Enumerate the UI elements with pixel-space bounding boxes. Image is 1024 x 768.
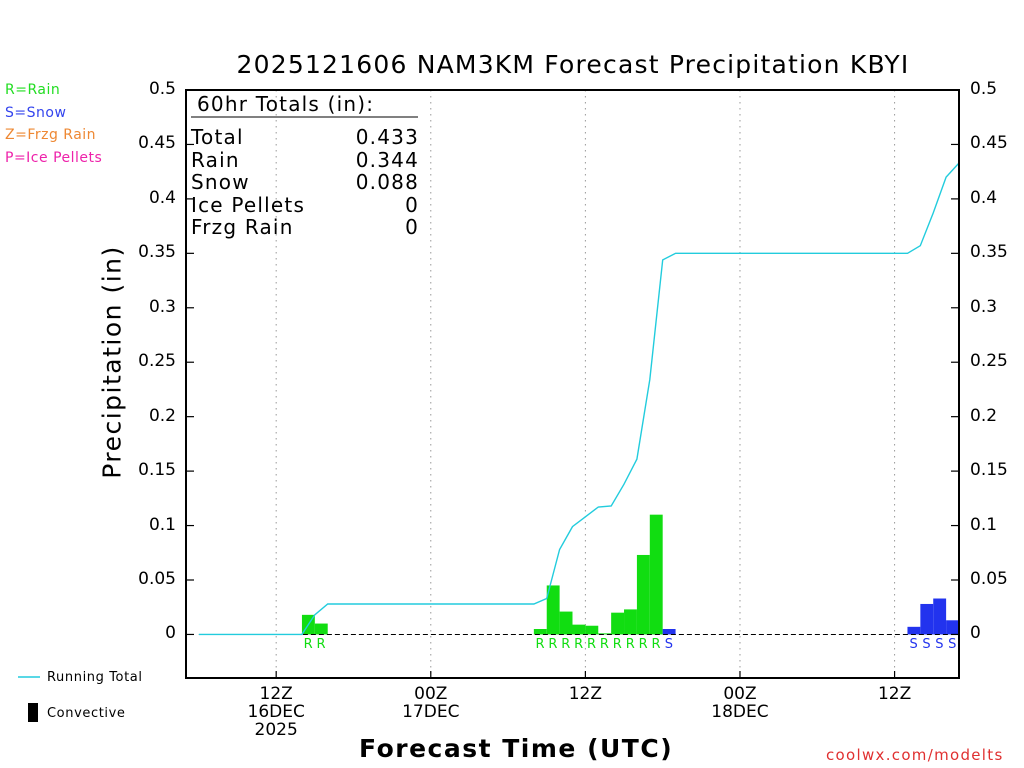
y-tick-label-right: 0.15 [970,460,1008,481]
x-tick-label: 12Z [568,684,603,704]
precip-bar [585,625,599,635]
precip-type-legend-item: Z=Frzg Rain [5,127,97,143]
y-tick-label-right: 0.25 [970,351,1008,372]
totals-row-value: 0.433 [355,125,419,149]
precip-type-label: S [948,637,957,653]
precip-type-label: R [303,637,314,653]
x-tick-label: 16DEC [247,702,305,722]
totals-row-label: Snow [191,170,250,195]
precip-type-legend-item: R=Rain [5,82,61,98]
x-tick-label: 12Z [259,684,293,704]
precip-type-label: R [638,637,649,653]
precip-bar [533,629,547,635]
precip-bar [314,623,328,635]
totals-row-label: Rain [191,147,240,172]
totals-row-label: Total [191,125,244,149]
totals-row-value: 0.088 [355,170,419,195]
y-tick-label-right: 0.05 [970,569,1008,589]
precip-bar [636,554,650,635]
x-tick-label: 12Z [877,684,912,704]
totals-row-label: Frzg Rain [191,215,294,240]
x-axis-label: Forecast Time (UTC) [359,734,674,763]
precip-bar [624,609,637,635]
x-tick-label: 00Z [723,684,757,704]
precip-bar [559,611,573,635]
totals-row-value: 0 [405,215,419,240]
y-tick-label-right: 0.2 [970,405,998,426]
y-tick-label-left: 0.35 [138,242,176,263]
precip-bar [611,612,625,635]
convective-legend-bar [28,703,38,722]
precip-type-label: R [548,637,558,653]
x-tick-label: 17DEC [402,702,460,722]
precip-type-label: R [574,637,584,653]
totals-row-value: 0.344 [355,147,419,172]
precip-bar [546,585,560,635]
totals-row-value: 0 [405,192,419,217]
y-tick-label-left: 0.2 [148,405,176,426]
y-axis-label: Precipitation (in) [97,245,127,479]
precip-type-label: R [316,637,327,653]
y-tick-label-left: 0.1 [148,514,176,535]
precip-type-label: S [922,637,932,653]
plot-frame [185,89,960,679]
x-tick-label: 2025 [254,720,298,740]
y-tick-label-right: 0.35 [970,242,1008,263]
precip-type-legend-item: S=Snow [5,104,67,121]
precip-type-label: S [935,637,945,653]
precip-type-label: R [612,637,623,653]
y-tick-label-left: 0.25 [138,351,176,372]
precip-bar [946,620,959,635]
precip-bar [649,514,663,635]
precip-bar [598,633,612,635]
series-legend-item: Running Total [47,670,143,685]
series-legend-item: Convective [47,706,126,721]
x-tick-label: 18DEC [711,702,769,722]
precip-bar [572,624,586,635]
totals-row-label: Ice Pellets [191,192,306,217]
precip-type-label: R [599,637,610,653]
y-tick-label-left: 0.05 [138,569,176,589]
totals-heading: 60hr Totals (in): [197,92,375,116]
precip-bar [662,629,676,635]
precip-type-label: R [535,637,546,653]
watermark: coolwx.com/modelts [826,746,1004,764]
y-tick-label-right: 0.45 [970,133,1008,154]
precip-type-legend-item: P=Ice Pellets [5,149,103,166]
y-tick-label-right: 0.1 [970,514,998,535]
chart-title: 2025121606 NAM3KM Forecast Precipitation… [236,50,910,79]
precip-type-label: S [664,637,674,653]
x-tick-label: 00Z [414,684,448,704]
precip-type-label: S [909,637,919,653]
precip-type-label: R [561,637,571,653]
y-tick-label-right: 0.4 [970,187,998,208]
y-tick-label-right: 0 [970,623,981,644]
y-tick-label-left: 0.3 [148,296,176,317]
y-tick-label-left: 0.4 [148,187,176,208]
y-tick-label-left: 0 [165,623,176,644]
y-tick-label-right: 0.5 [970,79,998,99]
precip-type-label: R [587,637,597,653]
precip-type-label: R [625,637,636,653]
precip-bar [907,626,921,635]
y-tick-label-left: 0.45 [138,133,176,154]
y-tick-label-left: 0.15 [138,460,176,481]
precip-bar [920,603,934,635]
y-tick-label-left: 0.5 [148,79,176,99]
running-total-line [198,162,960,636]
y-tick-label-right: 0.3 [970,296,998,317]
precip-bar [933,598,947,635]
precip-type-label: R [651,637,662,653]
